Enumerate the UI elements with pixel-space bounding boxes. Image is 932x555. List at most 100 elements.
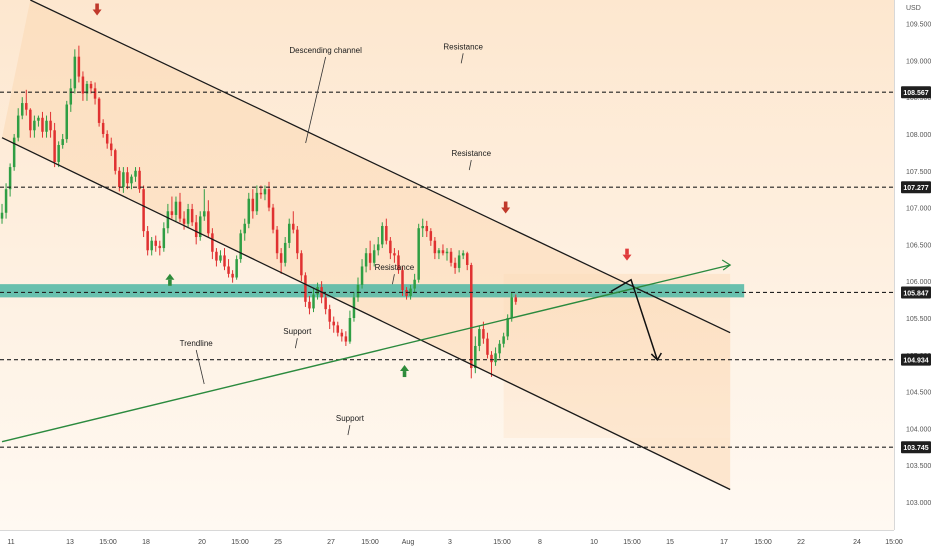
candle-body (211, 233, 214, 252)
annotation-leader-0 (305, 56, 327, 144)
candle (296, 225, 299, 260)
candle-body (360, 266, 364, 285)
candle (16, 108, 20, 142)
candle (85, 80, 89, 101)
candle (8, 163, 12, 197)
candle (162, 222, 166, 252)
candle (409, 284, 412, 300)
trendline[interactable] (1, 264, 731, 443)
candle-body (312, 294, 315, 309)
candle-body (231, 273, 234, 278)
candle-body (336, 325, 340, 333)
candle (275, 225, 279, 260)
projection-area (503, 273, 731, 438)
candle (81, 71, 85, 101)
candle (397, 250, 400, 274)
candle (105, 130, 109, 149)
candle (381, 222, 384, 249)
candle (490, 351, 493, 377)
y-tick-label: 104.000 (906, 426, 931, 433)
candle (243, 218, 246, 241)
candle (174, 196, 178, 223)
x-tick-label: 18 (142, 539, 150, 546)
candle (312, 288, 315, 313)
candle-body (328, 309, 331, 322)
candle (364, 248, 368, 273)
candle-body (251, 198, 255, 212)
candle-body (372, 250, 376, 263)
candle (190, 203, 194, 226)
candle (324, 294, 327, 315)
y-tick-label: 104.500 (906, 390, 931, 397)
candle-body (126, 172, 129, 184)
price-tag-text: 103.745 (903, 445, 928, 452)
candle-body (478, 329, 481, 346)
x-tick-label: 11 (7, 539, 14, 546)
y-tick-label: 108.000 (906, 132, 931, 139)
candle-body (101, 122, 105, 134)
candle (158, 240, 162, 256)
candle (207, 200, 210, 238)
candle (101, 119, 105, 138)
annotation-label-1: Resistance (443, 42, 483, 51)
channel-lower-line[interactable] (1, 137, 731, 491)
candle (170, 196, 174, 219)
candle-body (190, 209, 194, 223)
candle (287, 218, 291, 249)
candle-body (186, 209, 190, 224)
y-tick-label: 107.500 (906, 169, 931, 176)
candle-body (381, 225, 384, 245)
resistance-zone-band (0, 284, 745, 298)
candle-body (397, 255, 400, 271)
y-tick-label: 103.000 (906, 500, 931, 507)
candle (332, 316, 335, 333)
candle (231, 270, 234, 283)
candle-body (85, 83, 89, 94)
candle-body (457, 255, 461, 268)
x-tick-label: 20 (198, 539, 206, 546)
candle (130, 174, 133, 190)
candle-body (271, 207, 275, 230)
candle-body (174, 201, 178, 215)
candle (227, 259, 230, 278)
annotation-label-5: Trendline (180, 339, 214, 348)
candle (465, 251, 469, 271)
candle-body (356, 284, 360, 298)
candle-body (348, 318, 352, 342)
candle-body (12, 137, 16, 168)
candle-body (73, 56, 77, 89)
x-tick-label: 15:00 (885, 539, 903, 546)
candle (235, 255, 238, 280)
candle-body (20, 103, 24, 116)
candle-body (283, 242, 287, 263)
candle-body (470, 265, 473, 369)
candle (194, 214, 198, 245)
x-tick-label: 15 (666, 539, 674, 546)
candle (109, 137, 113, 157)
candle (300, 250, 303, 282)
candle-body (223, 255, 226, 267)
y-tick-label: 107.000 (906, 206, 931, 213)
candle (89, 80, 93, 94)
candle (198, 211, 202, 241)
candle-body (324, 297, 327, 310)
candle (93, 82, 97, 105)
channel-upper-line[interactable] (30, 0, 731, 334)
candle-body (138, 170, 141, 190)
candle-body (279, 253, 283, 263)
candle-body (158, 245, 162, 249)
candle-body (146, 231, 149, 251)
candle (486, 332, 489, 359)
candle-body (461, 253, 465, 256)
candle (445, 248, 449, 261)
candle-body (486, 338, 489, 355)
candle-body (142, 189, 145, 232)
candle (470, 262, 473, 379)
x-tick-label: 15:00 (361, 539, 379, 546)
candle-body (182, 218, 186, 224)
y-tick-label: 106.500 (906, 242, 931, 249)
candle-body (514, 297, 518, 302)
candle (215, 248, 218, 267)
